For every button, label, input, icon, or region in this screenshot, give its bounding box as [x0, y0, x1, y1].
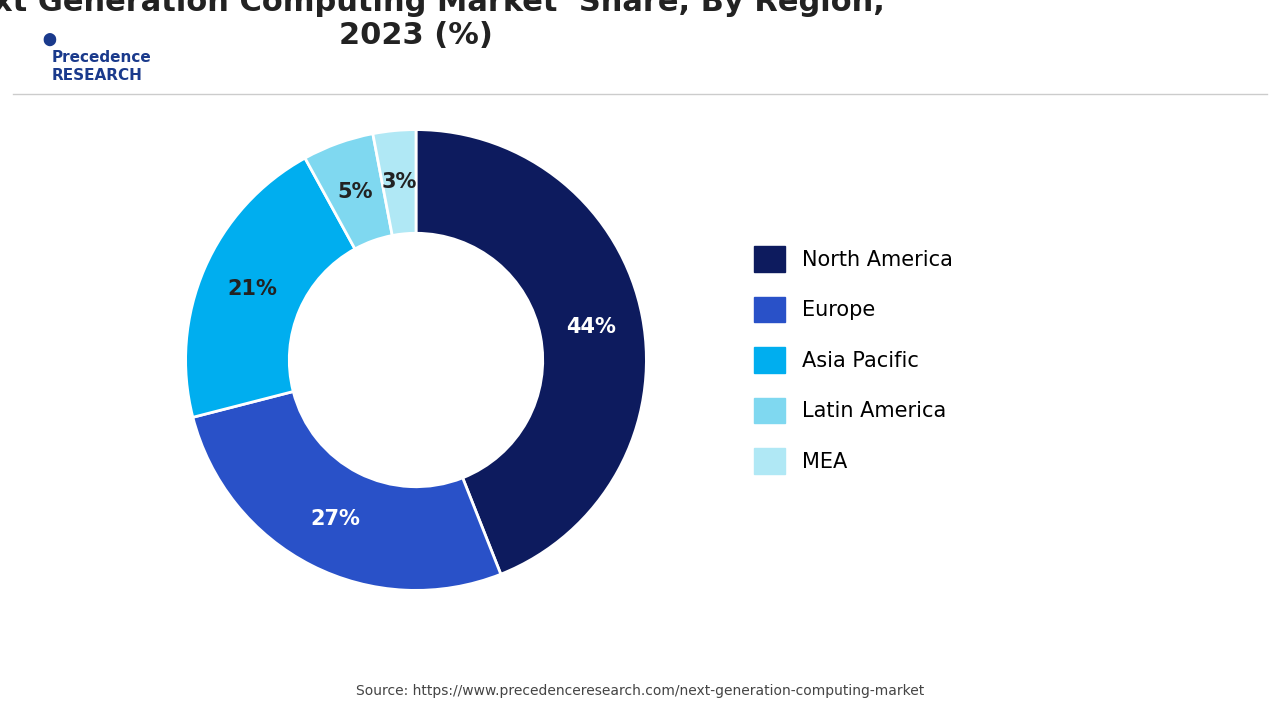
Wedge shape — [305, 134, 392, 249]
Text: 5%: 5% — [338, 182, 374, 202]
Wedge shape — [416, 130, 646, 575]
Wedge shape — [193, 392, 500, 590]
Text: 21%: 21% — [227, 279, 276, 299]
Wedge shape — [186, 158, 355, 418]
Legend: North America, Europe, Asia Pacific, Latin America, MEA: North America, Europe, Asia Pacific, Lat… — [744, 236, 963, 484]
Text: 44%: 44% — [567, 317, 617, 336]
Text: 27%: 27% — [310, 509, 360, 529]
Text: Source: https://www.precedenceresearch.com/next-generation-computing-market: Source: https://www.precedenceresearch.c… — [356, 685, 924, 698]
Text: 3%: 3% — [381, 172, 417, 192]
Wedge shape — [372, 130, 416, 235]
Text: ⬤: ⬤ — [42, 32, 56, 45]
Text: Precedence
RESEARCH: Precedence RESEARCH — [51, 50, 151, 83]
Title: Next Generation Computing Market  Share, By Region,
2023 (%): Next Generation Computing Market Share, … — [0, 0, 884, 50]
